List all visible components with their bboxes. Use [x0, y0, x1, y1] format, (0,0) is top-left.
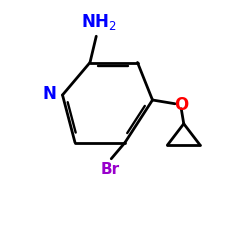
Text: O: O [174, 96, 188, 114]
Text: NH$_2$: NH$_2$ [81, 12, 117, 32]
Text: N: N [42, 85, 56, 103]
Text: Br: Br [100, 162, 119, 178]
